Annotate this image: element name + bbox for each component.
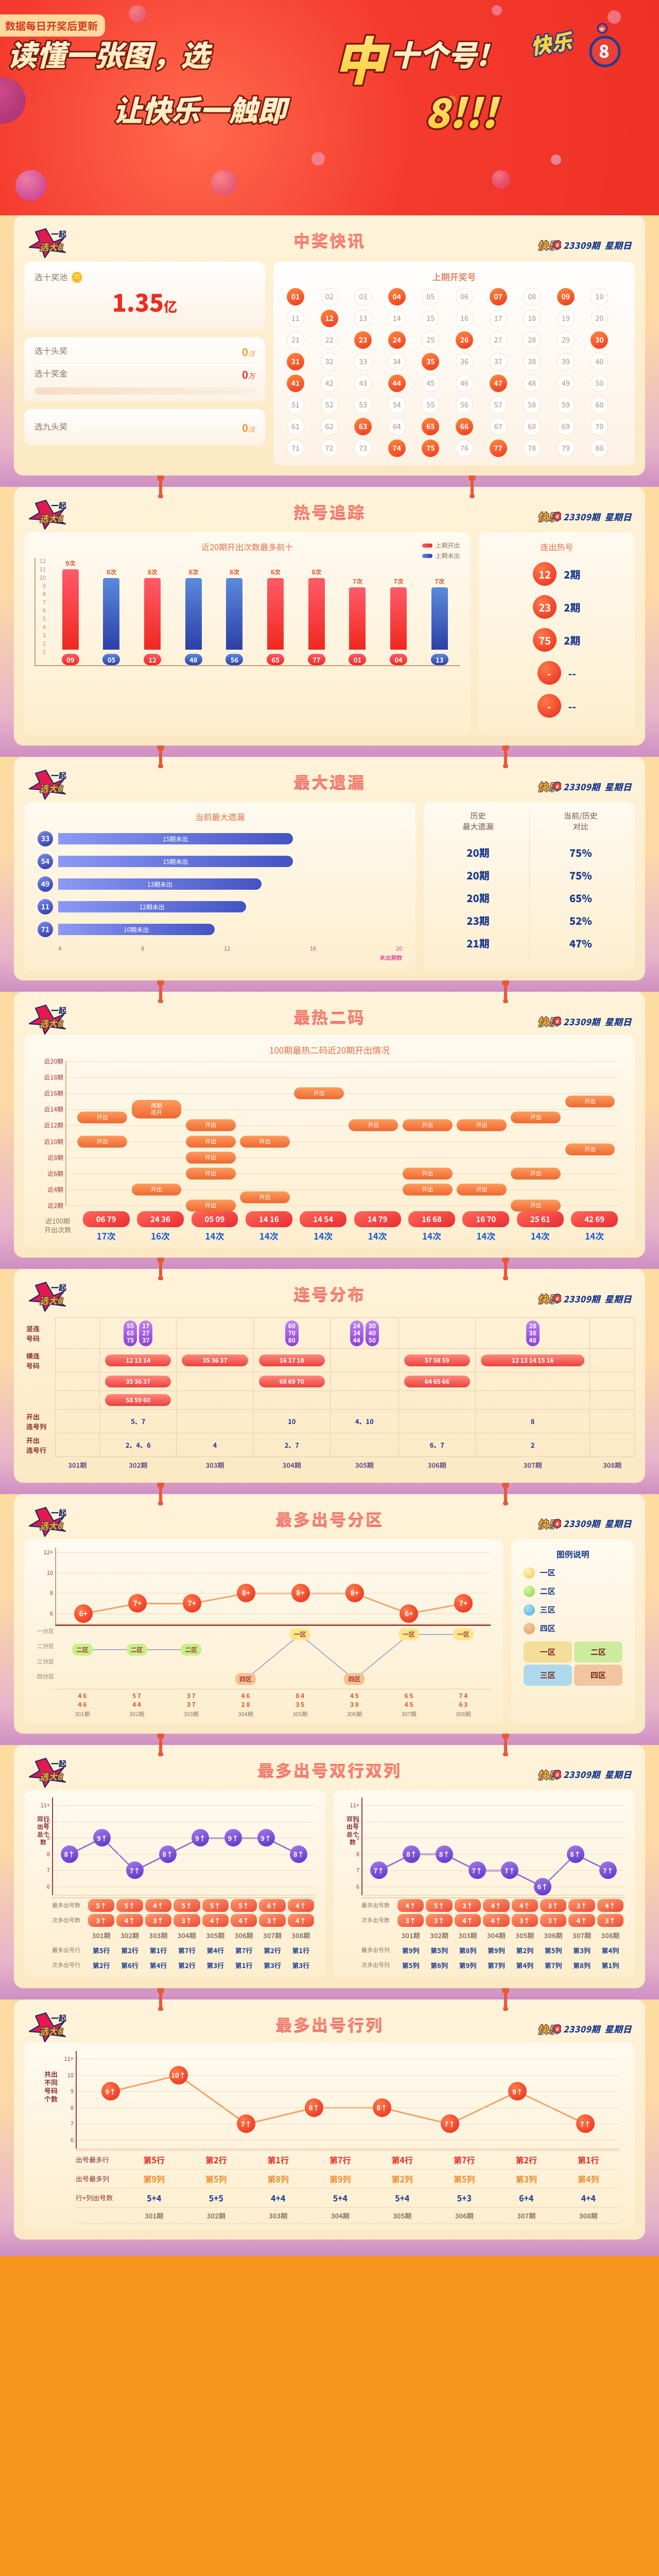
svg-text:8: 8: [556, 1771, 559, 1778]
svg-text:选大8: 选大8: [40, 240, 63, 253]
svg-text:快乐: 快乐: [529, 25, 576, 60]
svg-text:选大8: 选大8: [40, 1770, 63, 1783]
svg-text:一起: 一起: [51, 770, 66, 781]
svg-text:8: 8: [556, 1520, 559, 1527]
svg-text:一起: 一起: [51, 1758, 66, 1769]
svg-text:选大8: 选大8: [40, 1519, 63, 1532]
svg-text:8: 8: [556, 513, 559, 520]
svg-text:一起: 一起: [51, 2013, 66, 2024]
svg-text:一起: 一起: [51, 229, 66, 240]
svg-text:让快乐一触即: 让快乐一触即: [113, 88, 290, 130]
svg-text:一起: 一起: [51, 1507, 66, 1518]
svg-text:8: 8: [556, 1018, 559, 1025]
svg-text:选大8: 选大8: [40, 782, 63, 794]
svg-text:一起: 一起: [51, 500, 66, 511]
svg-text:选大8: 选大8: [40, 1016, 63, 1029]
svg-text:8: 8: [556, 783, 559, 790]
svg-text:8: 8: [556, 1295, 559, 1302]
svg-text:选大8: 选大8: [40, 512, 63, 524]
svg-text:一起: 一起: [51, 1282, 66, 1293]
svg-text:8: 8: [556, 2026, 559, 2032]
svg-text:8!!!: 8!!!: [425, 82, 500, 140]
svg-text:一起: 一起: [51, 1005, 66, 1016]
svg-text:8: 8: [599, 38, 610, 63]
svg-text:8: 8: [556, 242, 559, 248]
svg-text:中: 中: [599, 25, 604, 33]
svg-text:中: 中: [334, 20, 390, 95]
svg-text:选大8: 选大8: [40, 2024, 63, 2037]
svg-text:读懂一张图，选: 读懂一张图，选: [8, 33, 213, 75]
svg-text:选大8: 选大8: [40, 1294, 63, 1307]
svg-text:十个号!: 十个号!: [390, 33, 491, 75]
